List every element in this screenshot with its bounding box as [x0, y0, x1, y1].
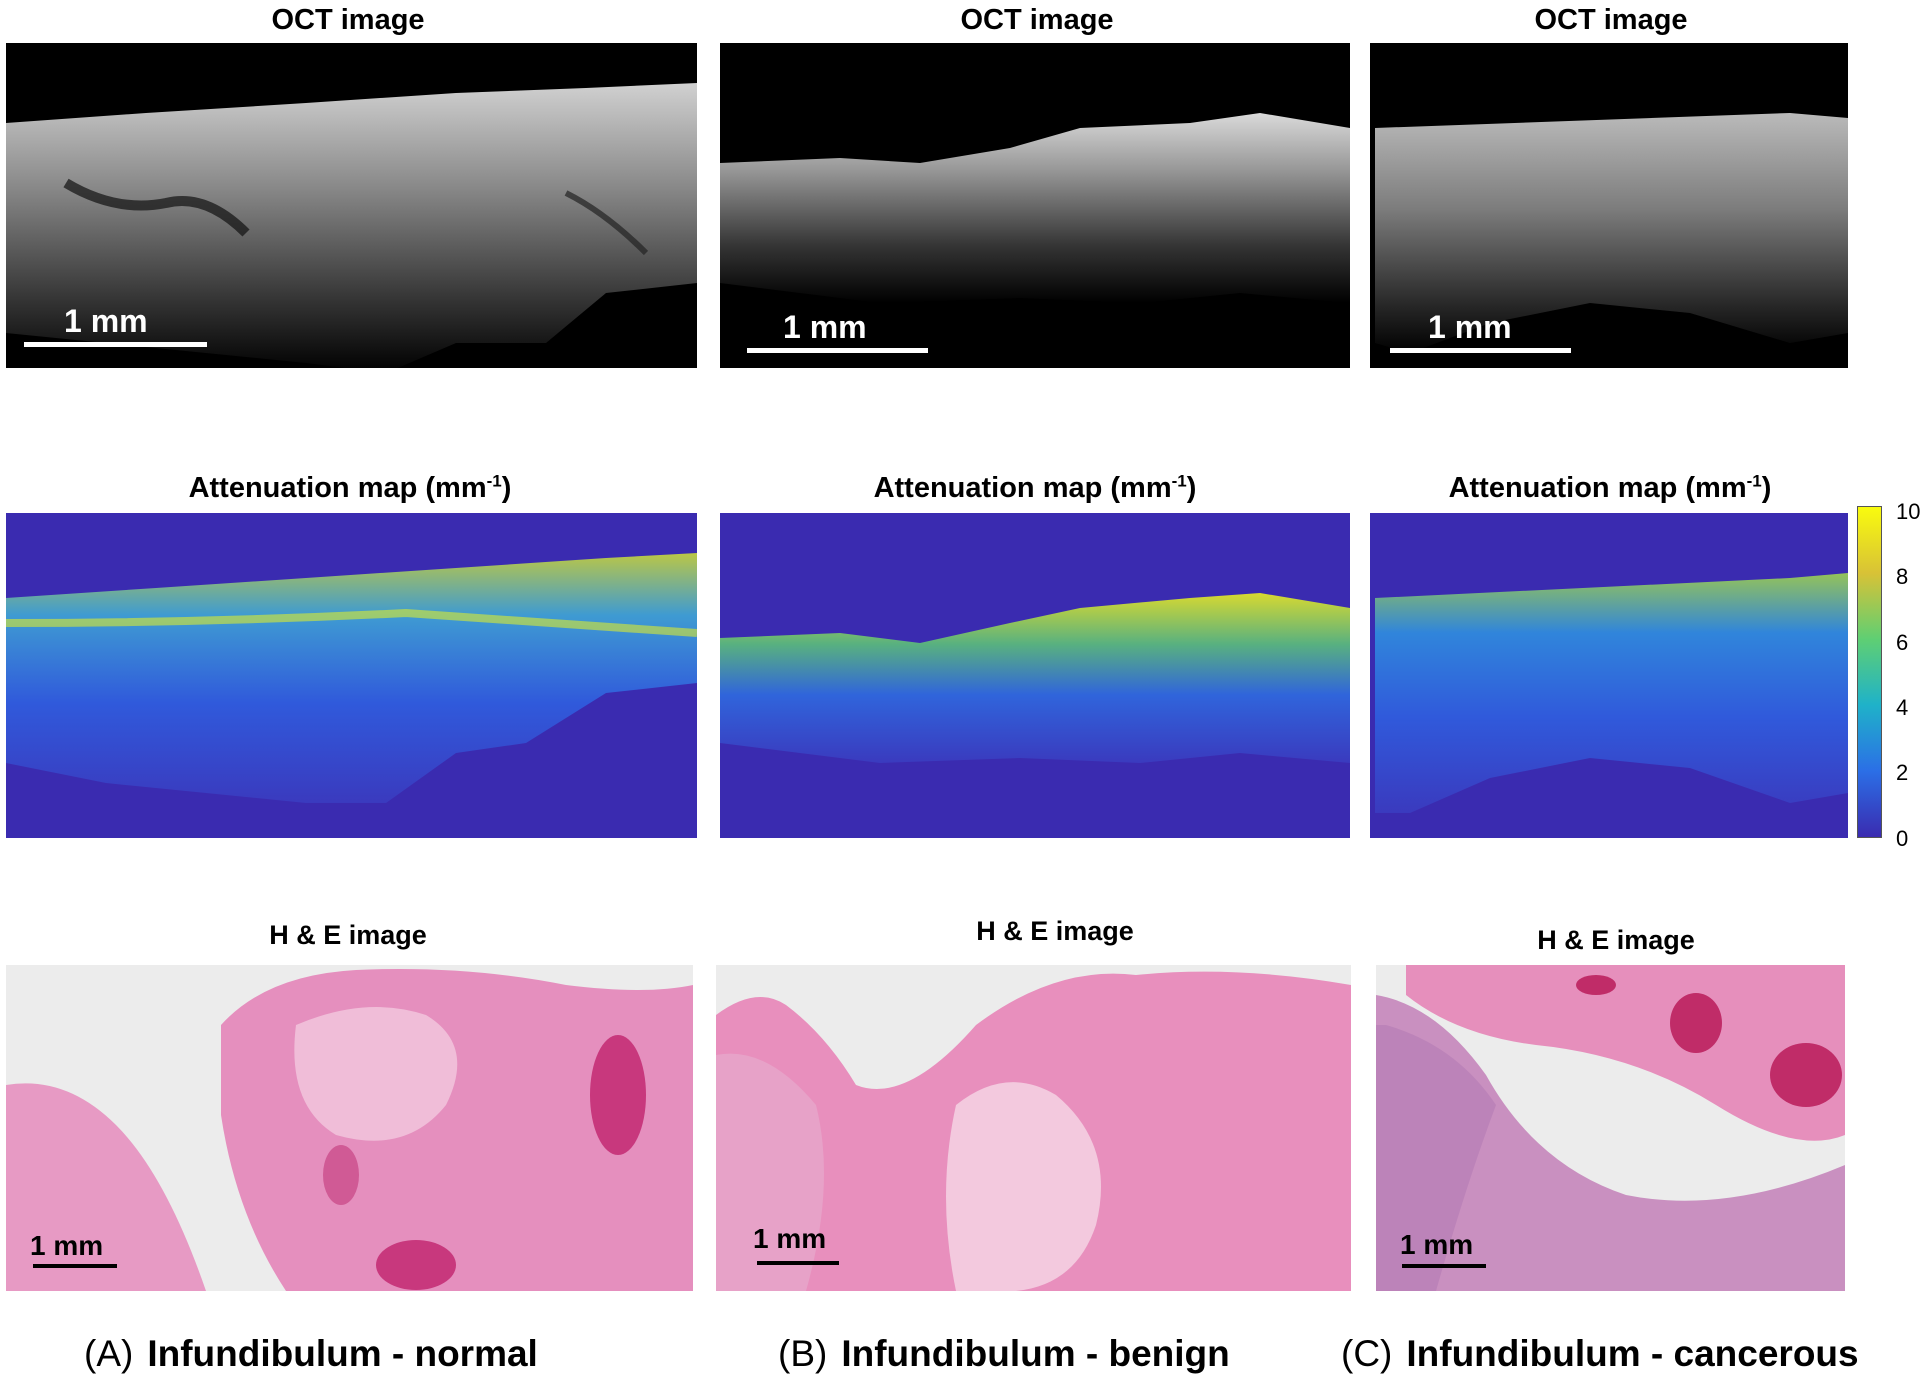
- oct-title-a: OCT image: [271, 4, 425, 36]
- attenuation-title-b: Attenuation map (mm-1): [873, 471, 1197, 504]
- colorbar-tick-6: 6: [1896, 630, 1909, 655]
- caption-b: (B) Infundibulum - benign: [778, 1335, 1230, 1372]
- scale-bar-oct-c: [1390, 348, 1571, 353]
- caption-name-a: Infundibulum - normal: [147, 1333, 538, 1374]
- scale-label-he-c: 1 mm: [1400, 1229, 1474, 1260]
- oct-title-c: OCT image: [1534, 4, 1688, 36]
- oct-title-b: OCT image: [960, 4, 1114, 36]
- attenuation-title-c: Attenuation map (mm-1): [1448, 471, 1772, 504]
- caption-letter-a: (A): [84, 1333, 134, 1374]
- attenuation-title-a: Attenuation map (mm-1): [188, 471, 512, 504]
- scale-bar-he-a: [33, 1264, 117, 1268]
- scale-label-he-a: 1 mm: [30, 1230, 104, 1261]
- oct-image-a: 1 mm: [6, 43, 697, 368]
- he-image-c: 1 mm: [1376, 965, 1845, 1291]
- caption-c: (C) Infundibulum - cancerous: [1341, 1335, 1859, 1372]
- he-title-c: H & E image: [1537, 925, 1695, 955]
- he-title-b: H & E image: [976, 916, 1134, 946]
- caption-letter-c: (C): [1341, 1333, 1393, 1374]
- oct-tissue-a: [6, 83, 697, 368]
- caption-a: (A) Infundibulum - normal: [84, 1335, 538, 1372]
- he-title-a: H & E image: [269, 920, 427, 950]
- attenuation-tissue-b: [720, 593, 1350, 763]
- scale-label-oct-b: 1 mm: [783, 309, 867, 345]
- caption-name-c: Infundibulum - cancerous: [1406, 1333, 1859, 1374]
- he-image-b: 1 mm: [716, 965, 1351, 1291]
- colorbar: [1857, 506, 1882, 838]
- oct-tissue-b: [720, 113, 1350, 303]
- colorbar-tick-10: 10: [1896, 499, 1920, 524]
- attenuation-tissue-a: [6, 553, 697, 803]
- he-tissue-c: [1376, 965, 1845, 1291]
- scale-bar-oct-b: [747, 348, 928, 353]
- scale-label-he-b: 1 mm: [753, 1223, 827, 1254]
- caption-name-b: Infundibulum - benign: [841, 1333, 1230, 1374]
- colorbar-tick-0: 0: [1896, 826, 1909, 851]
- colorbar-tick-4: 4: [1896, 695, 1909, 720]
- colorbar-tick-2: 2: [1896, 760, 1909, 785]
- he-tissue-a: [6, 969, 693, 1291]
- attenuation-map-b: [720, 513, 1350, 838]
- caption-letter-b: (B): [778, 1333, 828, 1374]
- oct-image-b: 1 mm: [720, 43, 1350, 368]
- scale-label-oct-a: 1 mm: [64, 303, 148, 339]
- scale-label-oct-c: 1 mm: [1428, 309, 1512, 345]
- oct-tissue-c: [1375, 113, 1848, 353]
- attenuation-map-c: [1370, 513, 1848, 838]
- scale-bar-oct-a: [24, 342, 207, 347]
- he-tissue-b: [716, 971, 1351, 1291]
- he-image-a: 1 mm: [6, 965, 693, 1291]
- scale-bar-he-c: [1402, 1264, 1486, 1268]
- colorbar-tick-8: 8: [1896, 564, 1909, 589]
- attenuation-tissue-c: [1375, 573, 1848, 813]
- scale-bar-he-b: [757, 1261, 839, 1265]
- oct-image-c: 1 mm: [1370, 43, 1848, 368]
- attenuation-map-a: [6, 513, 697, 838]
